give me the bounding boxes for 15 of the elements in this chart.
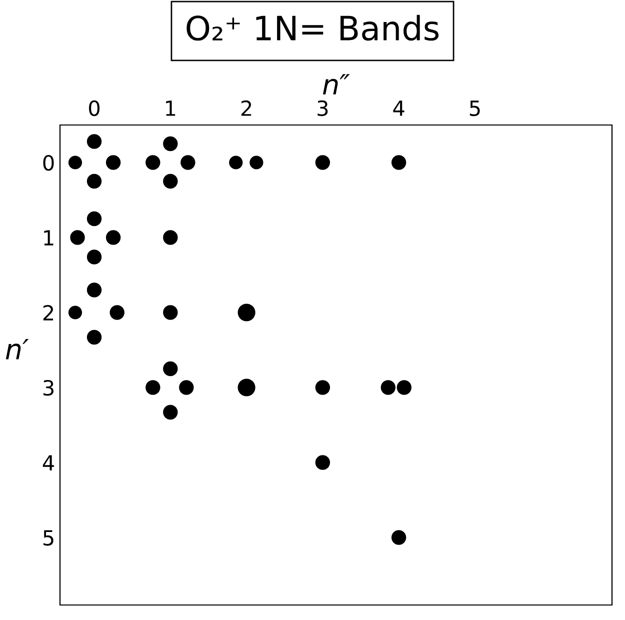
x-tick-label: 2 [241, 100, 252, 116]
y-tick-label: 3 [43, 380, 54, 396]
y-tick-label: 5 [43, 530, 54, 546]
y-axis-title: n′ [6, 338, 29, 360]
y-tick-label: 0 [43, 154, 54, 171]
x-tick-label: 3 [318, 100, 328, 116]
x-axis-title: n″ [322, 74, 350, 94]
x-tick-label: 5 [470, 100, 480, 116]
x-tick-label: 4 [393, 100, 404, 116]
y-tick-label: 2 [43, 304, 54, 320]
x-tick-label: 1 [166, 100, 176, 116]
x-tick-label: 0 [89, 100, 100, 116]
y-tick-label: 4 [42, 455, 54, 470]
chart-title: O₂⁺ 1N= Bands [186, 14, 439, 41]
y-tick-label: 1 [44, 230, 54, 246]
